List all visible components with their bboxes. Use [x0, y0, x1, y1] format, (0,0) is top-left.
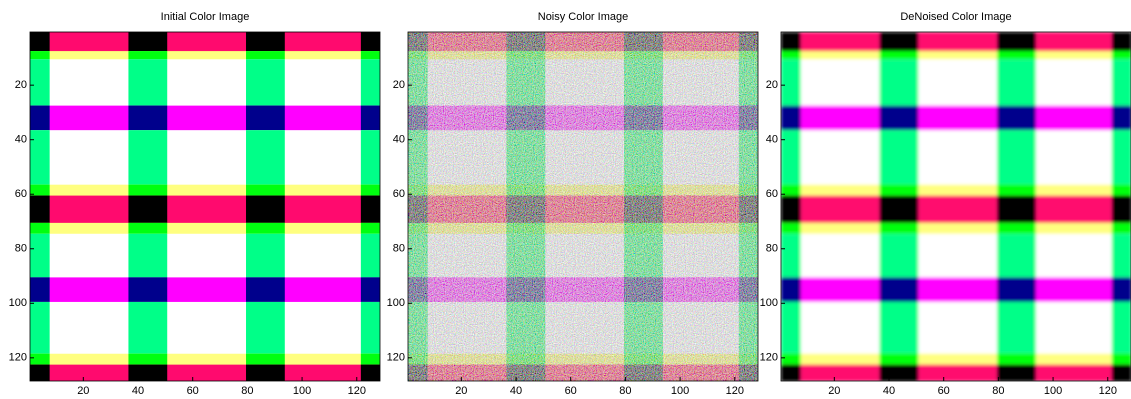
x-tick-label: 40	[132, 385, 144, 397]
y-tick-label: 80	[766, 243, 778, 255]
y-tick-label: 80	[15, 243, 27, 255]
y-tick-label: 40	[15, 134, 27, 146]
image-panel: Noisy Color Image 20 40 60 80 100 120 20 40 60 80 1…	[387, 11, 759, 397]
y-tick-label: 120	[387, 352, 405, 364]
x-tick-label: 120	[348, 385, 366, 397]
x-tick-label: 80	[241, 385, 253, 397]
y-tick-label: 20	[393, 79, 405, 91]
y-tick-label: 100	[760, 297, 778, 309]
x-tick-label: 100	[293, 385, 311, 397]
x-tick-label: 100	[1044, 385, 1062, 397]
x-tick-label: 120	[726, 385, 744, 397]
y-tick-label: 40	[766, 134, 778, 146]
x-tick-label: 60	[565, 385, 577, 397]
panel-title: Initial Color Image	[161, 11, 250, 23]
y-tick-label: 100	[387, 297, 405, 309]
x-tick-label: 20	[77, 385, 89, 397]
y-tick-label: 60	[393, 188, 405, 200]
x-tick-label: 100	[671, 385, 689, 397]
image-panel: Initial Color Image 20 40 60 80 100 120 20 40 60 8…	[9, 11, 381, 397]
y-tick-label: 40	[393, 134, 405, 146]
y-tick-label: 100	[9, 297, 27, 309]
image-panel: DeNoised Color Image 20 40 60 80 100 120 20 40 60…	[760, 11, 1131, 397]
x-tick-label: 120	[1099, 385, 1117, 397]
x-tick-label: 20	[828, 385, 840, 397]
y-tick-label: 120	[9, 352, 27, 364]
y-tick-label: 60	[766, 188, 778, 200]
image	[781, 32, 1131, 382]
x-tick-label: 40	[883, 385, 895, 397]
image	[408, 32, 759, 382]
y-tick-label: 60	[15, 188, 27, 200]
x-tick-label: 60	[187, 385, 199, 397]
panel-title: DeNoised Color Image	[900, 11, 1011, 23]
image	[30, 32, 381, 382]
x-tick-label: 40	[510, 385, 522, 397]
figure: Initial Color Image 20 40 60 80 100 120 20 40 60 8…	[0, 0, 1131, 399]
y-tick-label: 20	[15, 79, 27, 91]
y-tick-label: 120	[760, 352, 778, 364]
x-tick-label: 80	[992, 385, 1004, 397]
x-tick-label: 60	[938, 385, 950, 397]
y-tick-label: 80	[393, 243, 405, 255]
x-tick-label: 20	[455, 385, 467, 397]
x-tick-label: 80	[619, 385, 631, 397]
panel-title: Noisy Color Image	[538, 11, 628, 23]
y-tick-label: 20	[766, 79, 778, 91]
